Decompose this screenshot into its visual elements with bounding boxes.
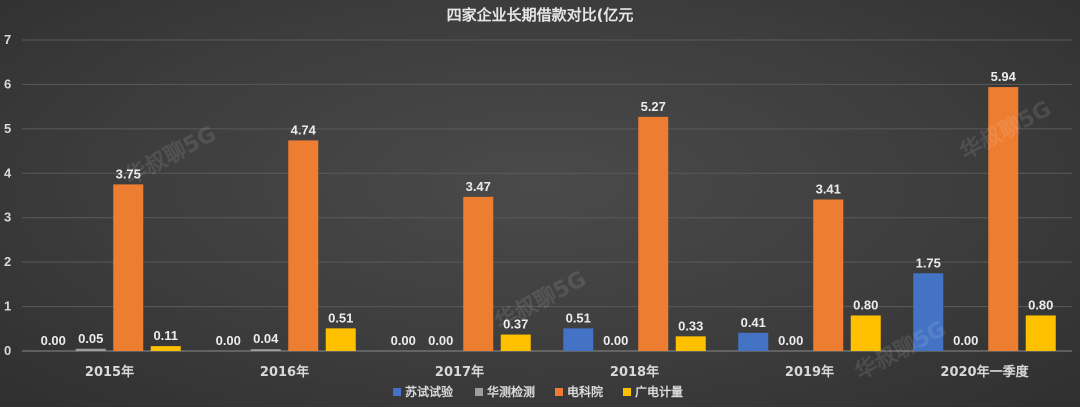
data-label: 0.00 (41, 333, 66, 348)
legend: 苏试试验 华测检测 电科院 广电计量 (393, 384, 683, 399)
data-label: 0.51 (566, 310, 591, 325)
data-label: 0.37 (503, 317, 528, 332)
legend-label: 华测检测 (487, 384, 535, 399)
legend-swatch (555, 388, 563, 396)
y-tick-label: 0 (4, 343, 11, 358)
data-label: 3.75 (116, 166, 141, 181)
data-label: 0.41 (741, 315, 766, 330)
bar-电科院-2018年 (638, 116, 669, 352)
data-label: 3.41 (816, 181, 841, 196)
data-label: 5.94 (991, 69, 1017, 84)
y-tick-label: 4 (4, 165, 12, 180)
watermark: 华叔聊5G (121, 121, 221, 191)
data-label: 0.00 (216, 333, 241, 348)
data-label: 0.33 (678, 318, 703, 333)
y-tick-label: 1 (4, 299, 11, 314)
bar-广电计量-2015年 (150, 346, 181, 351)
data-label: 0.80 (1028, 297, 1053, 312)
bar-电科院-2019年 (813, 199, 844, 351)
bar-华测检测-2015年 (75, 348, 106, 351)
data-label: 3.47 (466, 179, 491, 194)
legend-item-电科院: 电科院 (555, 384, 603, 399)
legend-label: 电科院 (567, 384, 603, 399)
data-label: 0.00 (391, 333, 416, 348)
x-tick-label: 2017年 (435, 364, 484, 380)
data-label: 5.27 (641, 99, 666, 114)
y-tick-label: 3 (4, 210, 11, 225)
bar-广电计量-2016年 (325, 328, 356, 351)
y-tick-label: 5 (4, 121, 11, 136)
bar-广电计量-2017年 (500, 334, 531, 351)
bar-华测检测-2016年 (250, 349, 281, 351)
bar-苏试试验-2019年 (738, 332, 769, 351)
legend-item-华测检测: 华测检测 (475, 384, 535, 399)
legend-swatch (393, 388, 401, 396)
legend-label: 苏试试验 (405, 384, 454, 399)
y-tick-label: 6 (4, 76, 11, 91)
bar-广电计量-2019年 (850, 315, 881, 351)
x-tick-label: 2019年 (785, 364, 834, 380)
bars (75, 87, 1056, 352)
legend-swatch (475, 388, 483, 396)
x-tick-label: 2015年 (85, 364, 134, 380)
bar-电科院-2016年 (288, 140, 319, 351)
legend-label: 广电计量 (635, 384, 683, 399)
data-label: 4.74 (291, 122, 317, 137)
data-label: 0.05 (78, 331, 103, 346)
data-label: 0.80 (853, 297, 878, 312)
legend-item-苏试试验: 苏试试验 (393, 384, 454, 399)
x-tick-label: 2020年一季度 (940, 364, 1029, 380)
bar-苏试试验-2020年一季度 (913, 273, 944, 351)
data-label: 0.00 (953, 333, 978, 348)
chart-title: 四家企业长期借款对比(亿元 (447, 6, 634, 24)
data-label: 0.51 (328, 310, 353, 325)
legend-item-广电计量: 广电计量 (623, 384, 683, 399)
data-label: 1.75 (916, 255, 941, 270)
bar-电科院-2017年 (463, 196, 494, 351)
data-label: 0.00 (603, 333, 628, 348)
x-axis-ticks: 2015年 2016年 2017年 2018年 2019年 2020年一季度 (85, 364, 1030, 380)
data-labels: 0.00 0.05 3.75 0.11 0.00 0.04 4.74 0.51 0.00 0.00… (41, 69, 1054, 348)
bar-广电计量-2020年一季度 (1025, 315, 1056, 351)
bar-电科院-2015年 (113, 184, 144, 351)
data-label: 0.00 (778, 333, 803, 348)
x-tick-label: 2018年 (610, 364, 659, 380)
bar-广电计量-2018年 (675, 336, 706, 351)
data-label: 0.00 (428, 333, 453, 348)
bar-电科院-2020年一季度 (988, 87, 1019, 351)
y-axis-ticks: 0 1 2 3 4 5 6 7 (4, 32, 12, 358)
y-tick-label: 2 (4, 254, 11, 269)
legend-swatch (623, 388, 631, 396)
bar-苏试试验-2018年 (563, 328, 594, 351)
y-tick-label: 7 (4, 32, 11, 47)
data-label: 0.04 (253, 331, 279, 346)
data-label: 0.11 (153, 328, 178, 343)
grid-lines (22, 39, 1072, 352)
x-tick-label: 2016年 (260, 364, 309, 380)
